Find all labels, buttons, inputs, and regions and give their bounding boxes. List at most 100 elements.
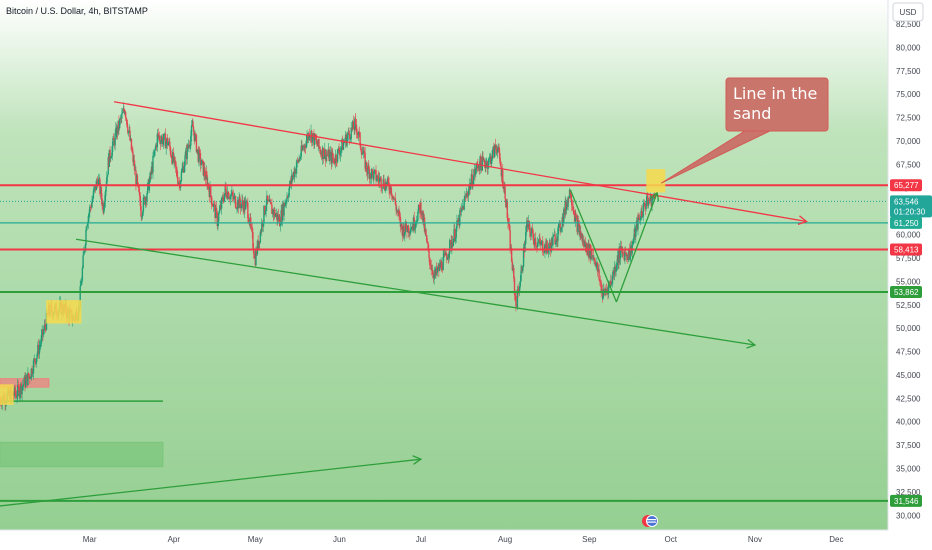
candle-body — [391, 193, 393, 196]
candle-body — [254, 255, 256, 266]
candle — [244, 197, 246, 214]
candle — [147, 178, 150, 189]
candle — [167, 141, 170, 146]
candle — [396, 206, 398, 214]
candle-body — [606, 288, 608, 291]
candle-body — [499, 161, 502, 167]
candle-body — [227, 191, 229, 199]
candle — [516, 286, 519, 311]
candle — [594, 257, 596, 266]
candle-body — [639, 219, 642, 221]
candle — [280, 204, 282, 226]
candle-body — [104, 191, 107, 202]
candle — [426, 238, 429, 245]
candle-body — [99, 178, 101, 194]
candle — [208, 185, 210, 203]
candle — [441, 263, 444, 273]
candle-body — [204, 167, 206, 177]
candle-body — [450, 240, 452, 249]
candle — [404, 232, 406, 242]
candle-body — [149, 172, 151, 182]
candle — [237, 198, 240, 214]
candle — [193, 131, 195, 145]
candle-body — [510, 247, 513, 262]
candle-body — [529, 224, 531, 232]
y-tick-label: 50,000 — [896, 324, 921, 333]
currency-button[interactable]: USD — [892, 2, 924, 22]
trendline-long-term-support — [0, 455, 423, 507]
candle-body — [641, 216, 644, 218]
candle-body — [163, 133, 165, 141]
candle-body — [438, 263, 441, 271]
candle-body — [217, 221, 219, 226]
candle-body — [456, 220, 458, 229]
candle-body — [301, 145, 303, 150]
events-icon[interactable] — [642, 515, 658, 527]
candle-body — [124, 112, 127, 118]
candle-body — [479, 156, 481, 171]
candle — [335, 153, 337, 167]
candle — [436, 266, 439, 277]
candle — [87, 214, 90, 229]
candle-body — [443, 253, 445, 257]
candle-body — [468, 184, 470, 190]
candle — [642, 199, 644, 222]
candle — [327, 142, 330, 158]
candle-body — [426, 234, 428, 242]
candle — [616, 250, 619, 271]
candle-body — [339, 152, 341, 156]
candle — [187, 143, 189, 150]
candle-body — [230, 194, 232, 196]
candle — [268, 195, 270, 203]
candle-body — [565, 201, 567, 211]
candle — [592, 250, 594, 261]
candle-body — [332, 158, 335, 159]
candle-body — [42, 329, 44, 335]
candle — [599, 275, 602, 288]
candle-body — [161, 137, 164, 145]
candle-body — [576, 218, 578, 233]
candle — [198, 146, 201, 159]
x-tick-label: Sep — [582, 535, 597, 544]
candle-body — [229, 198, 231, 200]
candle-body — [169, 141, 171, 148]
price-badge-bg — [890, 286, 922, 299]
candle-body — [349, 134, 351, 140]
candle-body — [165, 142, 167, 149]
candle — [431, 264, 434, 279]
candle — [489, 152, 491, 164]
candle — [582, 234, 584, 245]
candle — [236, 206, 238, 214]
candle-body — [15, 394, 17, 398]
candle — [512, 263, 514, 274]
candle-body — [135, 170, 137, 185]
candle — [252, 243, 255, 259]
candle-body — [151, 166, 153, 173]
candle-body — [540, 241, 543, 246]
candle — [513, 276, 516, 301]
price-badge-label: 65,277 — [894, 181, 919, 190]
candle-body — [396, 210, 399, 213]
candle — [429, 259, 432, 270]
candle — [370, 167, 373, 184]
candle-body — [277, 215, 280, 221]
candle-body — [323, 156, 325, 159]
candle — [546, 240, 548, 254]
candle — [197, 145, 199, 164]
candle-body — [182, 166, 185, 173]
candle-body — [646, 194, 648, 202]
candle — [281, 201, 284, 227]
candle-body — [572, 206, 574, 211]
candle-body — [623, 253, 625, 261]
candle-body — [127, 130, 130, 133]
candle-body — [596, 262, 598, 265]
candle-body — [408, 232, 410, 233]
candle-body — [351, 121, 354, 129]
candle — [391, 187, 393, 200]
candle — [82, 251, 84, 269]
candle — [127, 122, 129, 135]
trendlines-layer[interactable] — [0, 101, 808, 507]
candle — [127, 130, 130, 137]
